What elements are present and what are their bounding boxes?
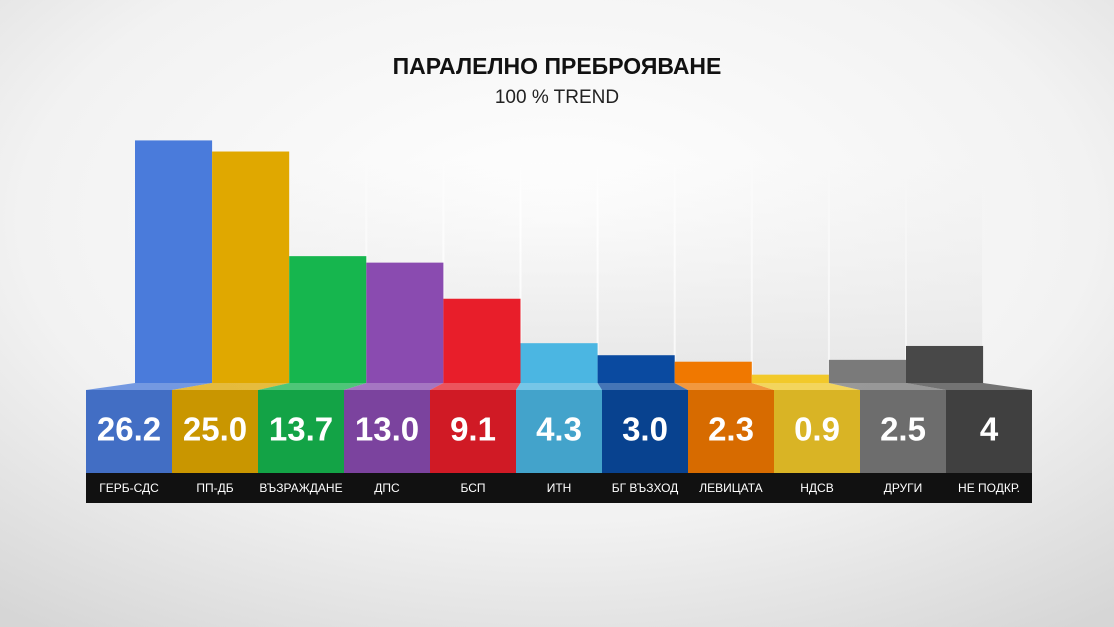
x-tick-label: ЛЕВИЦАТА — [699, 481, 762, 495]
x-tick-label: БГ ВЪЗХОД — [612, 481, 679, 495]
value-label: 2.3 — [708, 411, 754, 448]
value-box-shade — [602, 390, 688, 473]
value-label: 13.0 — [355, 411, 419, 448]
bar — [289, 256, 367, 383]
value-label: 26.2 — [97, 411, 161, 448]
value-box — [430, 390, 516, 473]
bar-base — [906, 383, 1032, 390]
bar-base — [751, 383, 860, 390]
bar — [366, 262, 444, 383]
bar — [443, 298, 521, 383]
value-label: 9.1 — [450, 411, 496, 448]
x-tick-label: ИТН — [547, 481, 572, 495]
value-box-shade — [86, 390, 172, 473]
value-label: 0.9 — [794, 411, 840, 448]
x-tick-label: ДПС — [374, 481, 400, 495]
value-box-shade — [774, 390, 860, 473]
bar — [751, 374, 829, 383]
value-box-shade — [172, 390, 258, 473]
value-box-shade — [258, 390, 344, 473]
x-tick-label: ПП-ДБ — [196, 481, 233, 495]
bar-base — [597, 383, 688, 390]
column-shade — [675, 160, 751, 383]
bar-base — [674, 383, 774, 390]
x-tick-label: ДРУГИ — [884, 481, 923, 495]
bar — [135, 140, 213, 383]
bar — [674, 361, 752, 383]
bar — [906, 345, 984, 383]
value-box-shade — [516, 390, 602, 473]
x-tick-label: БСП — [460, 481, 485, 495]
value-label: 4.3 — [536, 411, 582, 448]
value-box — [860, 390, 946, 473]
value-label: 3.0 — [622, 411, 668, 448]
value-label: 4 — [980, 411, 999, 448]
column-shade — [907, 160, 983, 383]
value-box — [86, 390, 172, 473]
value-box-shade — [430, 390, 516, 473]
bar-base — [258, 383, 367, 390]
bar — [520, 343, 598, 383]
value-box-shade — [688, 390, 774, 473]
value-box — [774, 390, 860, 473]
value-box — [344, 390, 430, 473]
bar — [212, 151, 290, 383]
value-box-shade — [344, 390, 430, 473]
column-shade — [829, 160, 905, 383]
bar-base — [516, 383, 602, 390]
value-label: 25.0 — [183, 411, 247, 448]
value-box — [602, 390, 688, 473]
column-shade — [752, 160, 828, 383]
value-box-shade — [860, 390, 946, 473]
value-label: 2.5 — [880, 411, 926, 448]
bar-base — [430, 383, 521, 390]
x-tick-label: ВЪЗРАЖДАНЕ — [259, 481, 342, 495]
x-tick-label: ГЕРБ-СДС — [99, 481, 159, 495]
value-box — [516, 390, 602, 473]
chart-subtitle: 100 % TREND — [495, 87, 619, 108]
bar — [597, 355, 675, 383]
bar-base — [172, 383, 290, 390]
x-tick-label: НДСВ — [800, 481, 833, 495]
bar-base — [828, 383, 946, 390]
value-box-shade — [946, 390, 1032, 473]
value-box — [688, 390, 774, 473]
label-strip — [86, 473, 1032, 503]
bar — [828, 359, 906, 383]
value-box — [258, 390, 344, 473]
value-box — [946, 390, 1032, 473]
x-tick-label: НЕ ПОДКР. — [958, 481, 1020, 495]
chart-title: ПАРАЛЕЛНО ПРЕБРОЯВАНЕ — [393, 53, 722, 79]
value-box — [172, 390, 258, 473]
column-shade — [598, 160, 674, 383]
bar-base — [344, 383, 444, 390]
value-label: 13.7 — [269, 411, 333, 448]
bar-base — [86, 383, 213, 390]
